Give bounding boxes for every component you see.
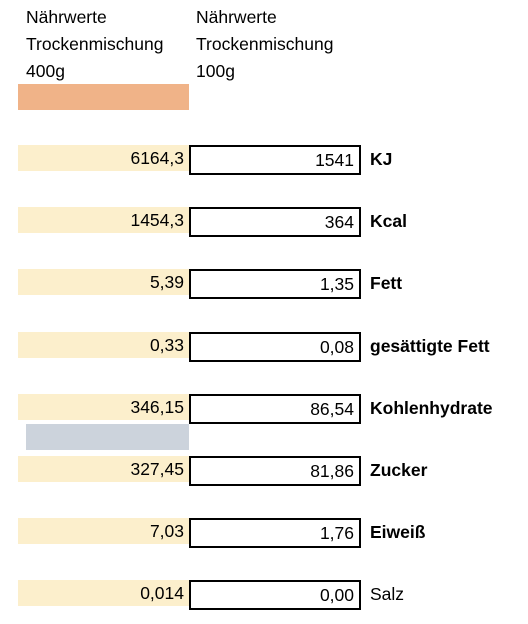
- separator-bar: [26, 424, 189, 450]
- nutrient-label: gesättigte Fett: [370, 336, 490, 356]
- per100-value-cell[interactable]: 1,35: [189, 269, 361, 299]
- nutrient-row-fett: 5,39 1,35 Fett: [18, 269, 528, 299]
- nutrient-label: Salz: [370, 584, 405, 604]
- header-per100: Nährwerte Trockenmischung 100g: [196, 4, 333, 85]
- per100-value-cell[interactable]: 1541: [189, 145, 361, 175]
- nutrient-label: Eiweiß: [370, 522, 426, 542]
- header-color-bar: [18, 84, 189, 110]
- total-value-cell[interactable]: 5,39: [18, 269, 189, 295]
- total-value-cell[interactable]: 7,03: [18, 518, 189, 544]
- nutrient-row-zucker: 327,45 81,86 Zucker: [18, 456, 528, 486]
- total-value-cell[interactable]: 0,014: [18, 580, 189, 606]
- per100-value-cell[interactable]: 1,76: [189, 518, 361, 548]
- nutrient-label: KJ: [370, 149, 393, 169]
- total-value-cell[interactable]: 1454,3: [18, 207, 189, 233]
- total-value-cell[interactable]: 327,45: [18, 456, 189, 482]
- nutrient-label: Kcal: [370, 211, 407, 231]
- header-total-line-1: Nährwerte: [26, 7, 107, 27]
- nutrient-label: Fett: [370, 273, 403, 293]
- header-per100-line-3: 100g: [196, 61, 235, 81]
- nutrient-row-kcal: 1454,3 364 Kcal: [18, 207, 528, 237]
- nutrient-row-salz: 0,014 0,00 Salz: [18, 580, 528, 610]
- header-total: Nährwerte Trockenmischung 400g: [26, 4, 163, 85]
- nutrient-label: Zucker: [370, 460, 428, 480]
- nutrient-row-kohlenhydrate: 346,15 86,54 Kohlenhydrate: [18, 394, 528, 424]
- total-value-cell[interactable]: 6164,3: [18, 145, 189, 171]
- header-per100-line-2: Trockenmischung: [196, 34, 334, 54]
- per100-value-cell[interactable]: 364: [189, 207, 361, 237]
- total-value-cell[interactable]: 346,15: [18, 394, 189, 420]
- per100-value-cell[interactable]: 0,08: [189, 332, 361, 362]
- total-value-cell[interactable]: 0,33: [18, 332, 189, 358]
- nutrient-row-kj: 6164,3 1541 KJ: [18, 145, 528, 175]
- nutrient-row-gesaettigte-fett: 0,33 0,08 gesättigte Fett: [18, 332, 528, 362]
- header-total-line-2: Trockenmischung: [26, 34, 164, 54]
- header-total-line-3: 400g: [26, 61, 65, 81]
- per100-value-cell[interactable]: 0,00: [189, 580, 361, 610]
- nutrient-row-eiweiss: 7,03 1,76 Eiweiß: [18, 518, 528, 548]
- nutrient-label: Kohlenhydrate: [370, 398, 493, 418]
- per100-value-cell[interactable]: 86,54: [189, 394, 361, 424]
- header-per100-line-1: Nährwerte: [196, 7, 277, 27]
- per100-value-cell[interactable]: 81,86: [189, 456, 361, 486]
